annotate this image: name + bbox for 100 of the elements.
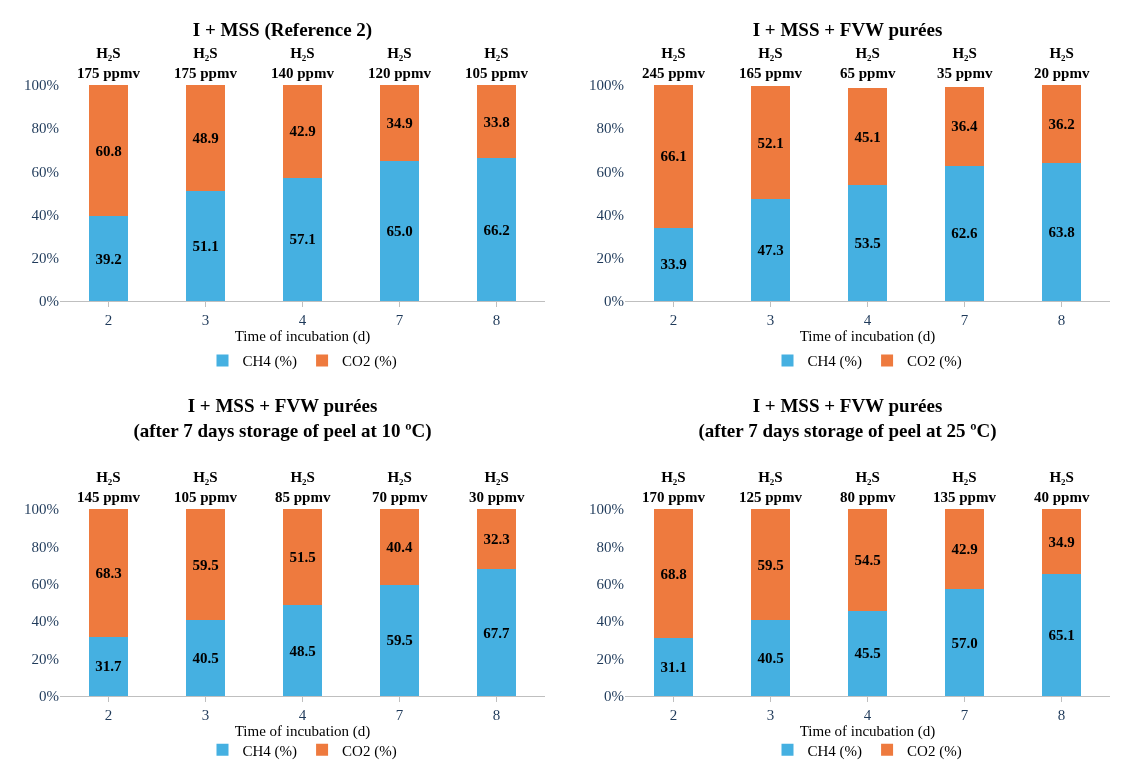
y-tick-label: 40% bbox=[31, 206, 59, 223]
bar bbox=[945, 165, 984, 301]
y-tick-label: 20% bbox=[596, 650, 624, 667]
x-axis-title: Time of incubation (d) bbox=[234, 723, 371, 740]
data-label: 52.1 bbox=[757, 134, 784, 151]
legend-label: CO2 (%) bbox=[342, 353, 397, 371]
y-tick-label: 40% bbox=[31, 613, 59, 630]
annotation: H₂S 65 ppmv bbox=[840, 45, 896, 81]
bar bbox=[477, 509, 516, 570]
bar bbox=[654, 85, 693, 228]
data-label: 42.9 bbox=[289, 123, 316, 140]
legend-label: CO2 (%) bbox=[342, 742, 397, 760]
bar bbox=[380, 85, 419, 161]
bar bbox=[945, 509, 984, 590]
bar bbox=[380, 509, 419, 585]
x-tick-label: 3 bbox=[766, 312, 775, 328]
data-label: 66.2 bbox=[483, 221, 510, 238]
chart-title: I + MSS (Reference 2) bbox=[192, 19, 373, 42]
annotation: H₂S 125 ppmv bbox=[739, 469, 803, 505]
x-tick-label: 4 bbox=[298, 312, 307, 328]
x-tick-label: 3 bbox=[201, 312, 210, 328]
bar bbox=[751, 620, 790, 696]
x-tick-label: 2 bbox=[104, 707, 113, 723]
annotation: H₂S 175 ppmv bbox=[77, 45, 141, 81]
bar bbox=[89, 509, 128, 637]
data-label: 45.5 bbox=[854, 645, 881, 662]
y-tick-label: 40% bbox=[596, 206, 624, 223]
bar bbox=[848, 509, 887, 611]
data-label: 59.5 bbox=[757, 556, 784, 573]
chart-title: I + MSS + FVW purées (after 7 days storage of peel at 10 ºC) bbox=[133, 394, 432, 442]
bar bbox=[945, 87, 984, 166]
data-label: 34.9 bbox=[386, 114, 413, 131]
data-label: 40.5 bbox=[192, 650, 219, 667]
chart-title: I + MSS + FVW purées bbox=[752, 19, 943, 41]
annotation: H₂S 170 ppmv bbox=[642, 469, 706, 505]
bar bbox=[848, 185, 887, 301]
data-label: 51.5 bbox=[289, 549, 316, 566]
data-label: 32.3 bbox=[483, 531, 510, 548]
y-tick-label: 100% bbox=[589, 77, 624, 94]
y-tick-label: 80% bbox=[31, 538, 59, 555]
y-tick-label: 20% bbox=[31, 250, 59, 267]
bar bbox=[1042, 574, 1081, 696]
bar bbox=[654, 509, 693, 638]
bar bbox=[283, 605, 322, 696]
x-tick-label: 7 bbox=[395, 707, 404, 723]
y-tick-label: 80% bbox=[596, 538, 624, 555]
x-tick-label: 7 bbox=[395, 312, 404, 328]
bar bbox=[751, 509, 790, 621]
data-label: 40.4 bbox=[386, 538, 413, 555]
data-label: 45.1 bbox=[854, 128, 881, 145]
data-label: 68.3 bbox=[95, 564, 122, 581]
data-label: 60.8 bbox=[95, 142, 122, 159]
bar bbox=[283, 509, 322, 606]
bar bbox=[654, 227, 693, 301]
bar bbox=[380, 160, 419, 301]
data-label: 59.5 bbox=[192, 556, 219, 573]
data-label: 39.2 bbox=[95, 250, 122, 267]
bar bbox=[380, 584, 419, 696]
bar bbox=[89, 85, 128, 217]
x-tick-label: 8 bbox=[492, 312, 501, 328]
legend-label: CH4 (%) bbox=[807, 353, 863, 371]
bar bbox=[186, 190, 225, 301]
y-tick-label: 60% bbox=[596, 163, 624, 180]
x-tick-label: 7 bbox=[960, 312, 969, 328]
annotation: H₂S 105 ppmv bbox=[465, 45, 529, 81]
y-tick-label: 60% bbox=[596, 576, 624, 593]
data-label: 51.1 bbox=[192, 237, 219, 254]
annotation: H₂S 105 ppmv bbox=[174, 469, 238, 505]
y-tick-label: 0% bbox=[39, 293, 59, 310]
data-label: 48.5 bbox=[289, 642, 316, 659]
annotation: H₂S 120 ppmv bbox=[368, 45, 432, 81]
chart-title: I + MSS + FVW purées (after 7 days storage of peel at 25 ºC) bbox=[698, 394, 997, 442]
data-label: 33.9 bbox=[660, 256, 687, 273]
data-label: 66.1 bbox=[660, 148, 687, 165]
x-tick-label: 4 bbox=[863, 312, 872, 328]
bar bbox=[751, 86, 790, 199]
data-label: 67.7 bbox=[483, 624, 510, 641]
bar bbox=[848, 88, 887, 186]
bar bbox=[1042, 85, 1081, 164]
annotation: H₂S 135 ppmv bbox=[933, 469, 997, 505]
y-tick-label: 20% bbox=[31, 650, 59, 667]
x-tick-label: 4 bbox=[298, 707, 307, 723]
data-label: 65.0 bbox=[386, 222, 413, 239]
annotation: H₂S 30 ppmv bbox=[469, 469, 525, 505]
data-label: 47.3 bbox=[757, 241, 784, 258]
data-label: 33.8 bbox=[483, 113, 510, 130]
data-label: 65.1 bbox=[1048, 627, 1075, 644]
annotation: H₂S 70 ppmv bbox=[372, 469, 428, 505]
data-label: 34.9 bbox=[1048, 533, 1075, 550]
bar bbox=[89, 216, 128, 301]
x-tick-label: 8 bbox=[1057, 312, 1066, 328]
legend-label: CO2 (%) bbox=[907, 742, 962, 760]
y-tick-label: 100% bbox=[24, 501, 59, 518]
bar bbox=[186, 85, 225, 191]
data-label: 54.5 bbox=[854, 551, 881, 568]
bar bbox=[945, 589, 984, 696]
annotation: H₂S 245 ppmv bbox=[642, 45, 706, 81]
y-tick-label: 80% bbox=[596, 120, 624, 137]
x-tick-label: 8 bbox=[1057, 707, 1066, 723]
x-tick-label: 3 bbox=[766, 707, 775, 723]
